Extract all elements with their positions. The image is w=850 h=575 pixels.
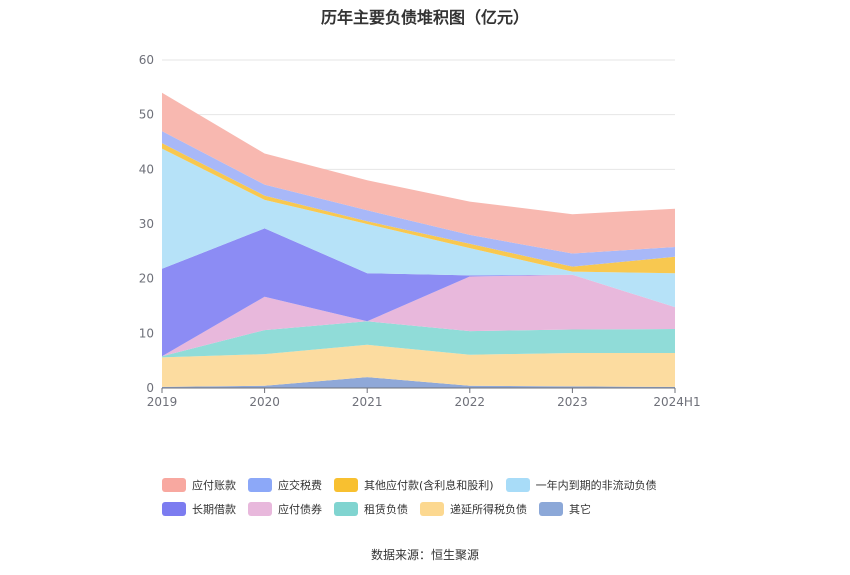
y-tick-label: 50 <box>139 108 154 122</box>
legend-label: 其它 <box>569 503 591 516</box>
legend-item[interactable]: 租赁负债 <box>334 501 408 517</box>
y-tick-label: 40 <box>139 162 154 176</box>
area-series-2 <box>162 321 675 358</box>
chart-title: 历年主要负债堆积图（亿元） <box>320 8 529 27</box>
x-tick-label: 2024H1 <box>653 395 700 409</box>
x-tick-label: 2021 <box>352 395 383 409</box>
y-tick-label: 10 <box>139 326 154 340</box>
legend-swatch <box>162 502 186 516</box>
legend-item[interactable]: 应付账款 <box>162 477 236 493</box>
y-tick-label: 30 <box>139 217 154 231</box>
legend-label: 其他应付款(含利息和股利) <box>364 479 494 492</box>
y-tick-label: 20 <box>139 272 154 286</box>
legend-swatch <box>420 502 444 516</box>
y-tick-label: 0 <box>146 381 154 395</box>
legend-item[interactable]: 其他应付款(含利息和股利) <box>334 477 494 493</box>
legend-item[interactable]: 一年内到期的非流动负债 <box>505 477 657 493</box>
x-tick-label: 2019 <box>147 395 178 409</box>
area-series-0 <box>162 377 675 388</box>
legend-label: 租赁负债 <box>364 503 408 516</box>
legend-row: 应付账款 应交税费 其他应付款(含利息和股利) 一年内到期的非流动负债 <box>162 473 722 497</box>
x-tick-label: 2020 <box>249 395 280 409</box>
legend-swatch <box>505 478 530 492</box>
area-series-7 <box>162 131 675 267</box>
legend-item[interactable]: 长期借款 <box>162 501 236 517</box>
legend-item[interactable]: 应交税费 <box>248 477 322 493</box>
legend-label: 应付账款 <box>192 479 236 492</box>
legend-label: 应付债券 <box>278 503 322 516</box>
legend: 应付账款 应交税费 其他应付款(含利息和股利) 一年内到期的非流动负债 长期借款 应付债… <box>162 473 722 521</box>
legend-swatch <box>248 478 272 492</box>
legend-label: 长期借款 <box>192 503 236 516</box>
legend-label: 一年内到期的非流动负债 <box>535 479 657 492</box>
legend-swatch <box>162 478 186 492</box>
legend-label: 应交税费 <box>278 479 322 492</box>
area-series-8 <box>162 92 675 254</box>
legend-label: 递延所得税负债 <box>450 503 527 516</box>
y-tick-label: 60 <box>139 53 154 67</box>
legend-swatch <box>539 502 563 516</box>
legend-item[interactable]: 递延所得税负债 <box>420 501 527 517</box>
area-series-5 <box>162 148 675 308</box>
legend-item[interactable]: 应付债券 <box>248 501 322 517</box>
stacked-area-chart: 0 10 20 30 40 50 60 2019 2020 2021 2022 2023 2024H1 <box>139 53 701 409</box>
area-series-4 <box>162 228 675 357</box>
x-tick-label: 2023 <box>557 395 588 409</box>
area-series-1 <box>162 344 675 387</box>
legend-swatch <box>248 502 272 516</box>
data-source-note: 数据来源：恒生聚源 <box>370 548 479 562</box>
legend-row: 长期借款 应付债券 租赁负债 递延所得税负债 其它 <box>162 497 722 521</box>
legend-swatch <box>334 502 358 516</box>
legend-item[interactable]: 其它 <box>539 501 591 517</box>
legend-swatch <box>334 478 358 492</box>
x-tick-label: 2022 <box>455 395 486 409</box>
area-series-3 <box>162 274 675 357</box>
